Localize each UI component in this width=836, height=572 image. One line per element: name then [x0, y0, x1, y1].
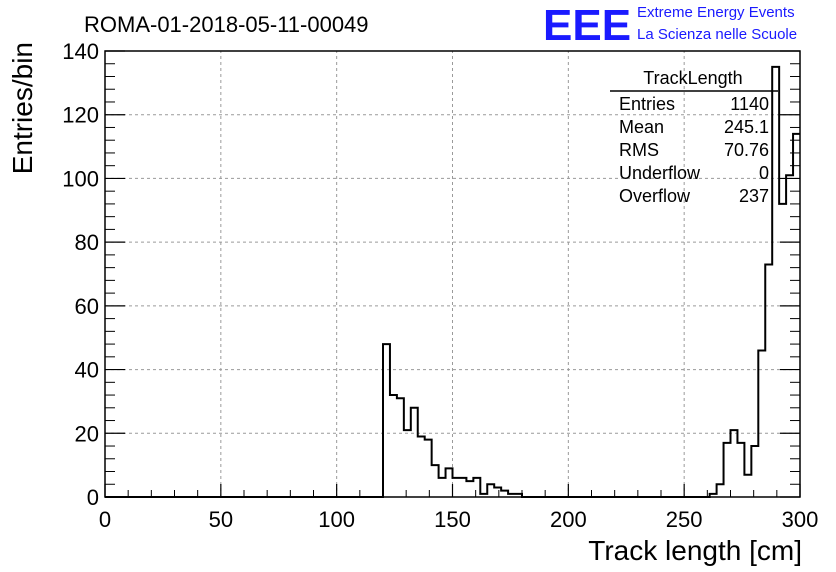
- grid: [105, 51, 800, 497]
- histogram-bin: [446, 468, 453, 497]
- y-tick-label: 0: [87, 485, 99, 510]
- stats-value: 245.1: [724, 117, 769, 137]
- histogram-bin: [779, 204, 786, 497]
- stats-label: Underflow: [619, 163, 701, 183]
- stats-value: 1140: [730, 94, 769, 114]
- logo-line1: Extreme Energy Events: [637, 4, 795, 21]
- histogram-bin: [765, 264, 772, 497]
- x-tick-label: 250: [666, 507, 703, 532]
- histogram-bin: [432, 465, 439, 497]
- stats-box: TrackLength Entries 1140 Mean 245.1 RMS 70.76…: [610, 68, 778, 206]
- logo-mark: EEE: [543, 1, 631, 50]
- y-tick-label: 120: [62, 103, 99, 128]
- histogram-bin: [731, 430, 738, 497]
- x-tick-label: 100: [318, 507, 355, 532]
- histogram-bin: [758, 350, 765, 497]
- logo-line2: La Scienza nelle Scuole: [637, 26, 797, 43]
- histogram-bin: [418, 436, 425, 497]
- stats-label: RMS: [619, 140, 659, 160]
- histogram-bin: [459, 478, 466, 497]
- plot-frame: [104, 50, 801, 498]
- histogram-bin: [786, 175, 793, 497]
- eee-logo: EEE Extreme Energy Events La Scienza nel…: [543, 1, 797, 50]
- stats-label: Overflow: [619, 186, 691, 206]
- histogram-bin: [487, 484, 494, 497]
- stats-value: 70.76: [724, 140, 769, 160]
- x-tick-label: 200: [550, 507, 587, 532]
- histogram-bin: [737, 443, 744, 497]
- histogram-bin: [439, 478, 446, 497]
- histogram-bin: [793, 134, 800, 497]
- histogram-bin: [473, 478, 480, 497]
- stats-value: 0: [759, 163, 769, 183]
- x-tick-label: 150: [434, 507, 471, 532]
- histogram-bin: [390, 395, 397, 497]
- x-tick-label: 50: [209, 507, 233, 532]
- stats-value: 237: [739, 186, 769, 206]
- histogram-bin: [397, 398, 404, 497]
- histogram-bin: [724, 443, 731, 497]
- x-axis-title: Track length [cm]: [588, 535, 802, 566]
- histogram-bin: [717, 484, 724, 497]
- tick-labels: 0 50 100 150 200 250 300 0 20 40 60 80 100 120 140: [62, 39, 818, 532]
- stats-title: TrackLength: [643, 68, 742, 88]
- histogram-bin: [411, 408, 418, 497]
- histogram-bin: [383, 344, 390, 497]
- x-tick-label: 0: [99, 507, 111, 532]
- y-tick-label: 100: [62, 166, 99, 191]
- x-tick-label: 300: [782, 507, 819, 532]
- y-tick-label: 80: [75, 230, 99, 255]
- histogram-bin: [404, 430, 411, 497]
- histogram-bin: [466, 481, 473, 497]
- histogram-bin: [494, 487, 501, 497]
- histogram-bin: [751, 446, 758, 497]
- stats-rows: Entries 1140 Mean 245.1 RMS 70.76 Underflow 0 Ov…: [619, 94, 769, 206]
- stats-label: Mean: [619, 117, 664, 137]
- stats-label: Entries: [619, 94, 675, 114]
- histogram-bin: [501, 491, 508, 497]
- y-axis-title: Entries/bin: [7, 42, 38, 174]
- histogram-bin: [425, 440, 432, 497]
- y-tick-label: 40: [75, 358, 99, 383]
- y-tick-label: 60: [75, 294, 99, 319]
- histogram-bin: [744, 475, 751, 497]
- y-tick-label: 20: [75, 421, 99, 446]
- chart-title: ROMA-01-2018-05-11-00049: [84, 12, 369, 37]
- histogram-bin: [453, 478, 460, 497]
- histogram-outline: [105, 65, 800, 498]
- histogram-bin: [772, 67, 779, 497]
- y-tick-label: 140: [62, 39, 99, 64]
